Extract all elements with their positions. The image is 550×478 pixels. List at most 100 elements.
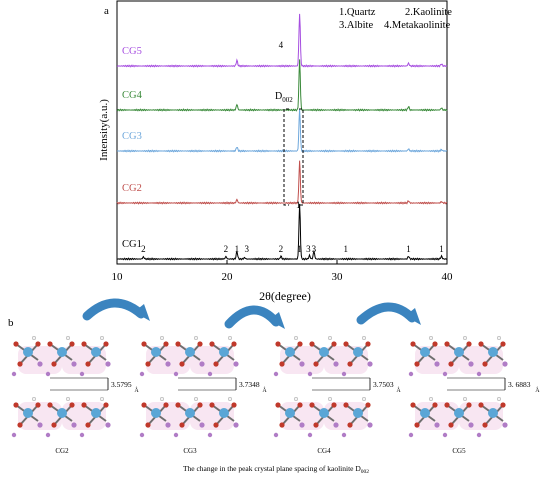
o-atom bbox=[432, 341, 438, 347]
h-atom bbox=[462, 335, 468, 341]
si-atom bbox=[468, 361, 474, 367]
h-atom bbox=[159, 335, 165, 341]
h-atom bbox=[65, 396, 71, 402]
o-atom bbox=[47, 341, 53, 347]
peak-label: 2 bbox=[141, 244, 146, 254]
h-atom bbox=[227, 335, 233, 341]
si-atom bbox=[442, 432, 448, 438]
si-atom bbox=[11, 432, 17, 438]
al-atom bbox=[353, 347, 363, 357]
h-atom bbox=[496, 335, 502, 341]
o-atom bbox=[103, 402, 109, 408]
peak-label: 4 bbox=[279, 40, 284, 50]
o-atom bbox=[197, 341, 203, 347]
peak-label: 2 bbox=[224, 244, 229, 254]
arrow-cg4-cg5 bbox=[356, 302, 417, 325]
y-axis-label: Intensity(a.u.) bbox=[98, 99, 110, 161]
o-atom bbox=[279, 422, 285, 428]
o-atom bbox=[81, 402, 87, 408]
o-atom bbox=[175, 341, 181, 347]
si-atom bbox=[299, 422, 305, 428]
peak-label: 3 bbox=[312, 244, 317, 254]
h-atom bbox=[428, 335, 434, 341]
peak-label: 1 bbox=[439, 244, 444, 254]
o-atom bbox=[297, 341, 303, 347]
si-atom bbox=[79, 432, 85, 438]
si-atom bbox=[367, 422, 373, 428]
si-atom bbox=[139, 432, 145, 438]
o-atom bbox=[141, 402, 147, 408]
o-atom bbox=[85, 422, 91, 428]
o-atom bbox=[231, 402, 237, 408]
o-atom bbox=[365, 402, 371, 408]
o-atom bbox=[51, 361, 57, 367]
o-atom bbox=[347, 422, 353, 428]
legend-item-metakaolinite: 4.Metakaolinite bbox=[384, 20, 451, 31]
o-atom bbox=[103, 341, 109, 347]
si-atom bbox=[37, 361, 43, 367]
h-atom bbox=[327, 396, 333, 402]
caption-subscript: 002 bbox=[361, 469, 370, 475]
o-atom bbox=[213, 422, 219, 428]
o-atom bbox=[448, 361, 454, 367]
al-atom bbox=[454, 347, 464, 357]
peak-label: 3 bbox=[245, 244, 250, 254]
spacing-value: 3.7503 bbox=[373, 380, 394, 389]
al-atom bbox=[219, 347, 229, 357]
plot-frame bbox=[116, 0, 448, 265]
bracket-peak-label: 1 bbox=[296, 200, 301, 210]
al-atom bbox=[488, 408, 498, 418]
o-atom bbox=[343, 341, 349, 347]
d002-bracket-left bbox=[283, 108, 289, 206]
si-atom bbox=[408, 371, 414, 377]
spacing-unit: Å bbox=[262, 386, 267, 394]
d002-bracket-right bbox=[299, 108, 304, 206]
al-atom bbox=[285, 347, 295, 357]
si-atom bbox=[199, 422, 205, 428]
si-atom bbox=[165, 361, 171, 367]
spacing-unit: Å bbox=[535, 386, 540, 394]
x-tick-label: 20 bbox=[222, 271, 234, 283]
si-atom bbox=[476, 371, 482, 377]
series-line-cg3 bbox=[116, 108, 448, 153]
legend-item-albite: 3.Albite bbox=[339, 20, 373, 31]
si-atom bbox=[105, 422, 111, 428]
o-atom bbox=[313, 422, 319, 428]
o-atom bbox=[343, 402, 349, 408]
al-atom bbox=[420, 347, 430, 357]
o-atom bbox=[197, 402, 203, 408]
spacing-value: 3. 6883 bbox=[508, 380, 531, 389]
al-atom bbox=[23, 408, 33, 418]
h-atom bbox=[361, 396, 367, 402]
si-atom bbox=[37, 422, 43, 428]
structure-label: CG2 bbox=[55, 447, 69, 455]
o-atom bbox=[179, 422, 185, 428]
series-line-cg5 bbox=[116, 13, 448, 68]
d002-annotation: D002 bbox=[275, 91, 293, 104]
h-atom bbox=[65, 335, 71, 341]
series-name-cg4: CG4 bbox=[122, 90, 143, 101]
arrow-cg2-cg3 bbox=[82, 298, 146, 321]
h-atom bbox=[31, 396, 37, 402]
si-atom bbox=[307, 371, 313, 377]
o-atom bbox=[141, 341, 147, 347]
si-atom bbox=[71, 361, 77, 367]
legend-item-quartz: 1.Quartz bbox=[339, 7, 376, 18]
o-atom bbox=[309, 402, 315, 408]
o-atom bbox=[69, 341, 75, 347]
o-atom bbox=[209, 402, 215, 408]
si-atom bbox=[468, 422, 474, 428]
o-atom bbox=[444, 402, 450, 408]
arrow-head-2 bbox=[269, 312, 285, 329]
o-atom bbox=[331, 402, 337, 408]
series-name-cg1: CG1 bbox=[122, 239, 142, 250]
si-atom bbox=[442, 371, 448, 377]
structure-label: CG4 bbox=[317, 447, 331, 455]
si-atom bbox=[476, 432, 482, 438]
o-atom bbox=[500, 402, 506, 408]
o-atom bbox=[414, 361, 420, 367]
